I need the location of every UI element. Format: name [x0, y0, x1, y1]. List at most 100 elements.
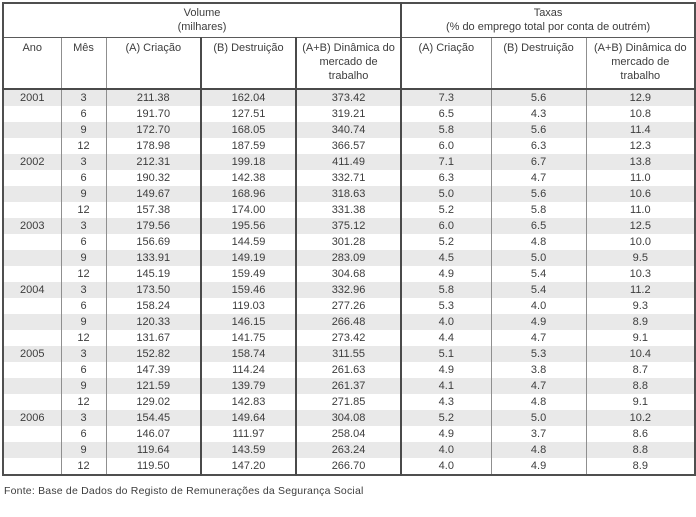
value-cell: 121.59: [105, 378, 201, 394]
month-cell: 6: [60, 426, 106, 442]
value-cell: 266.70: [294, 458, 402, 475]
value-cell: 9.1: [585, 394, 696, 410]
col-header-taxas-dinamica: (A+B) Dinâmica do mercado de trabalho: [585, 37, 696, 90]
table-row: 9 133.91 149.19 283.09 4.5 5.0 9.5: [3, 250, 696, 266]
table-row: 12 145.19 159.49 304.68 4.9 5.4 10.3: [3, 266, 696, 282]
value-cell: 158.74: [200, 346, 296, 362]
value-cell: 157.38: [105, 202, 201, 218]
value-cell: 159.49: [200, 266, 296, 282]
value-cell: 5.8: [400, 282, 492, 298]
value-cell: 149.19: [200, 250, 296, 266]
year-cell: [3, 330, 61, 346]
table-row: 9 149.67 168.96 318.63 5.0 5.6 10.6: [3, 186, 696, 202]
month-cell: 3: [60, 218, 106, 234]
section-header-taxas: Taxas (% do emprego total por conta de o…: [401, 3, 696, 38]
value-cell: 4.7: [490, 378, 587, 394]
value-cell: 142.83: [200, 394, 296, 410]
value-cell: 144.59: [200, 234, 296, 250]
year-cell: [3, 314, 61, 330]
value-cell: 283.09: [294, 250, 402, 266]
value-cell: 6.7: [490, 154, 587, 170]
month-cell: 12: [60, 266, 106, 282]
value-cell: 10.3: [585, 266, 696, 282]
value-cell: 4.3: [400, 394, 492, 410]
section-subtitle: (milhares): [177, 21, 227, 33]
month-cell: 3: [60, 89, 106, 106]
value-cell: 11.2: [585, 282, 696, 298]
value-cell: 158.24: [105, 298, 201, 314]
value-cell: 142.38: [200, 170, 296, 186]
value-cell: 12.5: [585, 218, 696, 234]
value-cell: 3.8: [490, 362, 587, 378]
value-cell: 4.7: [490, 170, 587, 186]
value-cell: 11.4: [585, 122, 696, 138]
year-cell: 2004: [20, 284, 45, 296]
value-cell: 4.0: [490, 298, 587, 314]
table-row: 2002 3 212.31 199.18 411.49 7.1 6.7 13.8: [3, 154, 696, 170]
job-flows-table: Volume (milhares) Taxas (% do emprego to…: [2, 2, 696, 476]
table-row: 2001 3 211.38 162.04 373.42 7.3 5.6 12.9: [3, 89, 696, 106]
value-cell: 5.4: [490, 282, 587, 298]
value-cell: 8.6: [585, 426, 696, 442]
value-cell: 10.8: [585, 106, 696, 122]
table-row: 9 119.64 143.59 263.24 4.0 4.8 8.8: [3, 442, 696, 458]
value-cell: 261.37: [294, 378, 402, 394]
value-cell: 4.0: [400, 458, 492, 475]
table-row: 9 121.59 139.79 261.37 4.1 4.7 8.8: [3, 378, 696, 394]
value-cell: 127.51: [200, 106, 296, 122]
table-row: 6 147.39 114.24 261.63 4.9 3.8 8.7: [3, 362, 696, 378]
value-cell: 147.20: [200, 458, 296, 475]
value-cell: 154.45: [105, 410, 201, 426]
year-cell: 2001: [20, 92, 45, 104]
value-cell: 195.56: [200, 218, 296, 234]
month-cell: 3: [60, 410, 106, 426]
value-cell: 12.9: [585, 89, 696, 106]
value-cell: 301.28: [294, 234, 402, 250]
col-header-volume-criacao: (A) Criação: [105, 37, 201, 90]
value-cell: 8.8: [585, 442, 696, 458]
value-cell: 5.3: [400, 298, 492, 314]
value-cell: 5.8: [490, 202, 587, 218]
year-cell: 2002: [20, 156, 45, 168]
value-cell: 271.85: [294, 394, 402, 410]
value-cell: 4.9: [490, 458, 587, 475]
value-cell: 149.67: [105, 186, 201, 202]
value-cell: 146.15: [200, 314, 296, 330]
value-cell: 4.0: [400, 442, 492, 458]
value-cell: 211.38: [105, 89, 201, 106]
column-header-row: Ano Mês (A) Criação (B) Destruição (A+B)…: [3, 37, 696, 90]
month-cell: 9: [60, 250, 106, 266]
section-title: Volume: [183, 7, 221, 19]
value-cell: 6.5: [490, 218, 587, 234]
table-row: 12 131.67 141.75 273.42 4.4 4.7 9.1: [3, 330, 696, 346]
value-cell: 261.63: [294, 362, 402, 378]
col-header-ano: Ano: [3, 37, 61, 90]
year-cell: 2006: [20, 412, 45, 424]
table-row: 6 190.32 142.38 332.71 6.3 4.7 11.0: [3, 170, 696, 186]
value-cell: 11.0: [585, 202, 696, 218]
month-cell: 12: [60, 202, 106, 218]
value-cell: 119.50: [105, 458, 201, 475]
value-cell: 8.9: [585, 314, 696, 330]
value-cell: 5.0: [490, 410, 587, 426]
value-cell: 4.9: [400, 426, 492, 442]
value-cell: 4.3: [490, 106, 587, 122]
table-row: 2006 3 154.45 149.64 304.08 5.2 5.0 10.2: [3, 410, 696, 426]
value-cell: 114.24: [200, 362, 296, 378]
year-cell: [3, 234, 61, 250]
value-cell: 4.9: [400, 266, 492, 282]
year-cell: [3, 458, 61, 475]
value-cell: 119.03: [200, 298, 296, 314]
value-cell: 5.1: [400, 346, 492, 362]
table-row: 9 172.70 168.05 340.74 5.8 5.6 11.4: [3, 122, 696, 138]
value-cell: 10.4: [585, 346, 696, 362]
month-cell: 9: [60, 442, 106, 458]
value-cell: 411.49: [294, 154, 402, 170]
year-cell: [3, 170, 61, 186]
value-cell: 5.2: [400, 202, 492, 218]
value-cell: 340.74: [294, 122, 402, 138]
value-cell: 111.97: [200, 426, 296, 442]
value-cell: 266.48: [294, 314, 402, 330]
table-row: 12 178.98 187.59 366.57 6.0 6.3 12.3: [3, 138, 696, 154]
